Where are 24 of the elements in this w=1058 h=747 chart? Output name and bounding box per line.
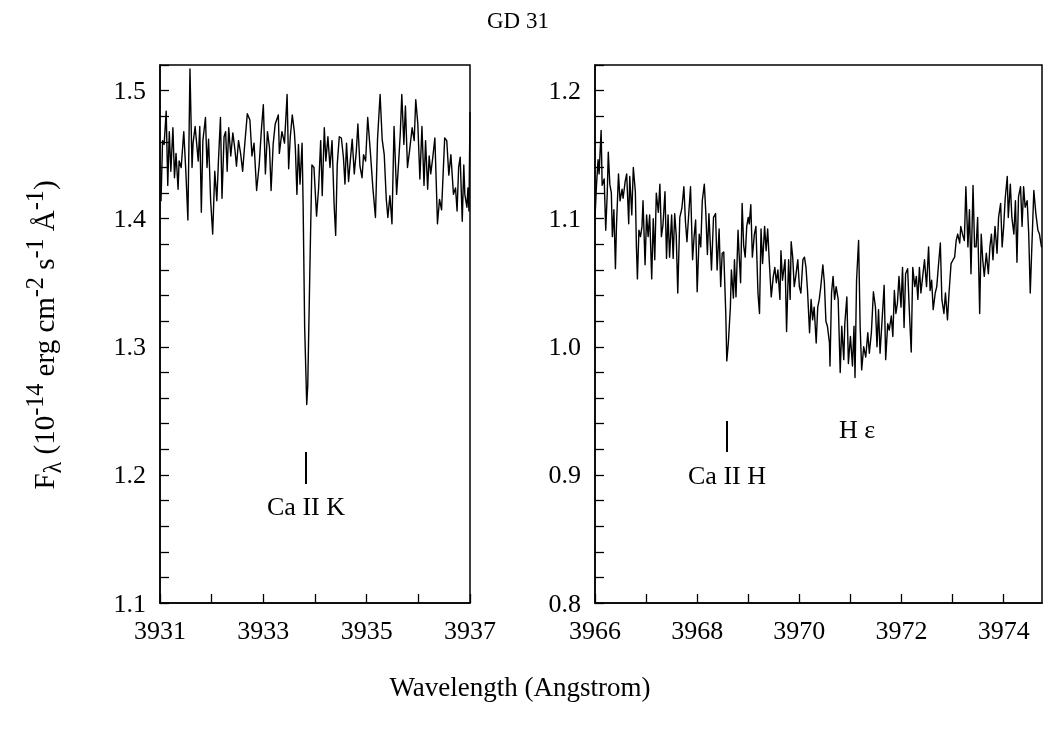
y-tick-label: 1.4	[113, 204, 146, 234]
y-tick-label: 1.0	[548, 332, 581, 362]
text: GD 31	[487, 8, 549, 34]
y-tick-label: 0.8	[548, 588, 581, 618]
y-tick-label: 1.1	[548, 204, 581, 234]
annotation: Ca II H	[688, 461, 766, 491]
x-tick-label: 3937	[444, 615, 496, 645]
y-tick-label: 1.2	[113, 460, 146, 490]
x-tick-label: 3970	[773, 615, 826, 645]
x-axis-title: Wavelength (Angstrom)	[389, 672, 651, 703]
y-tick-label: 1.5	[113, 76, 146, 106]
x-tick-label: 3935	[340, 615, 393, 645]
y-tick-label: 1.2	[548, 76, 581, 106]
x-tick-label: 3972	[875, 615, 928, 645]
x-tick-label: 3966	[569, 615, 621, 645]
annotation: H ε	[838, 415, 876, 445]
x-tick-label: 3933	[237, 615, 290, 645]
x-tick-label: 3974	[977, 615, 1030, 645]
y-tick-label: 0.9	[548, 460, 581, 490]
x-tick-label: 3931	[134, 615, 186, 645]
y-tick-label: 1.1	[113, 588, 146, 618]
annotation: Ca II K	[267, 492, 345, 522]
y-tick-label: 1.3	[113, 332, 146, 362]
x-tick-label: 3968	[671, 615, 724, 645]
